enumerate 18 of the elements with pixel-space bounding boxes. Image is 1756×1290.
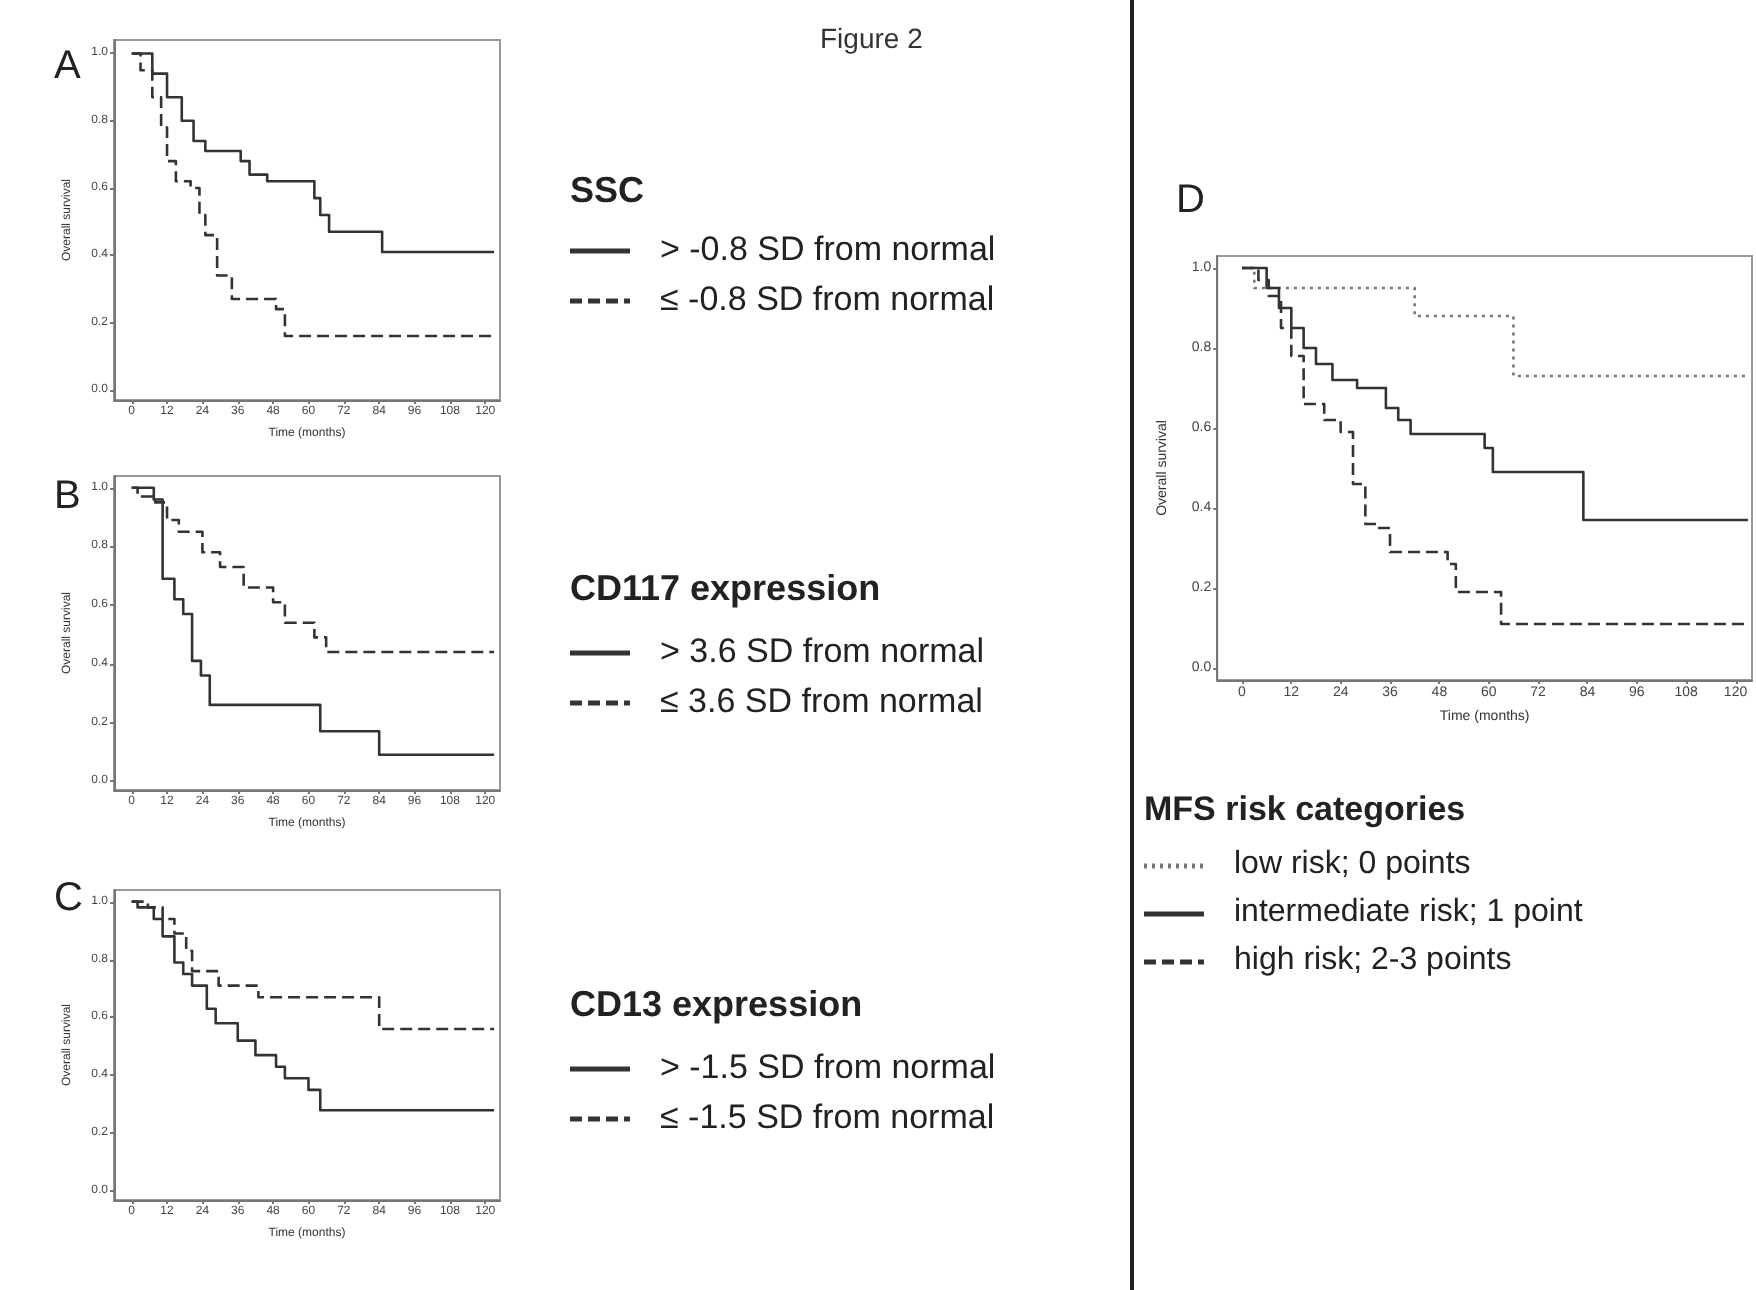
legend-label: low risk; 0 points <box>1234 847 1471 881</box>
legend-label: > -0.8 SD from normal <box>660 230 996 268</box>
legend-label: ≤ -0.8 SD from normal <box>660 280 995 318</box>
legend-label: high risk; 2-3 points <box>1234 943 1512 977</box>
legend-title: SSC <box>570 170 645 210</box>
chart-title: C <box>54 876 83 920</box>
legend-title: MFS risk categories <box>1144 790 1466 828</box>
legend-title: CD117 expression <box>570 568 881 608</box>
legend-title: CD13 expression <box>570 984 863 1024</box>
chart-title: B <box>54 474 81 518</box>
chart-title: A <box>54 44 82 88</box>
legend-label: > -1.5 SD from normal <box>660 1048 996 1086</box>
legend-label: > 3.6 SD from normal <box>660 632 985 670</box>
caption: Figure 2 <box>820 22 924 54</box>
legend-label: ≤ -1.5 SD from normal <box>660 1098 995 1136</box>
legend-label: ≤ 3.6 SD from normal <box>660 682 983 720</box>
chart-title: D <box>1176 178 1205 222</box>
legend-label: intermediate risk; 1 point <box>1234 895 1584 929</box>
